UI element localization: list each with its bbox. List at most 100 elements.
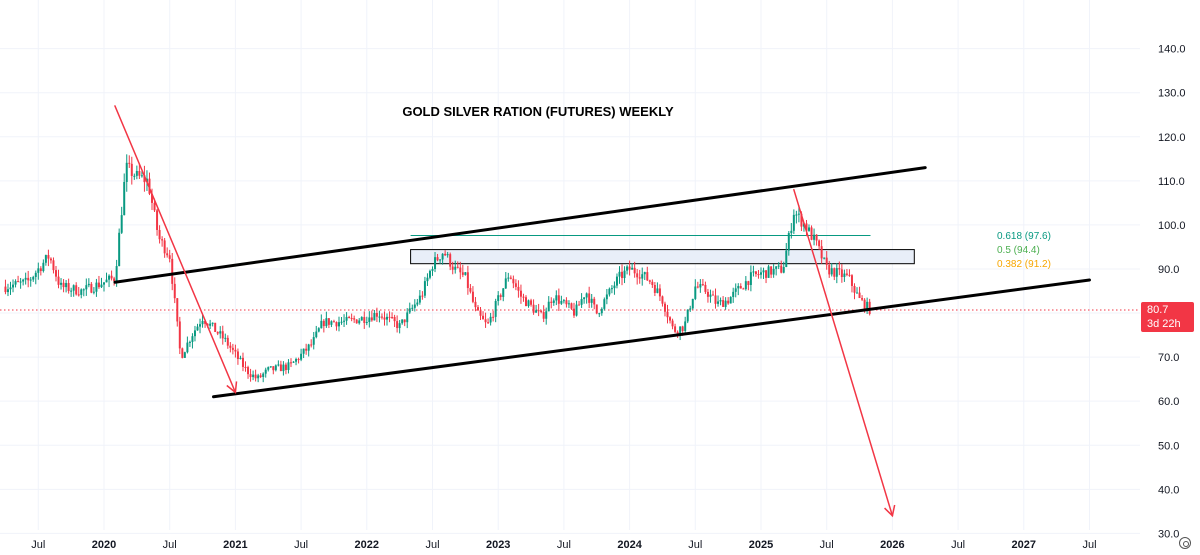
y-tick-label: 50.0	[1158, 440, 1179, 452]
candle-body	[651, 281, 654, 285]
candle-body	[719, 300, 722, 302]
candle-body	[593, 298, 596, 305]
candle-body	[626, 266, 629, 271]
candle-body	[550, 301, 553, 303]
downtrend-2025-line[interactable]	[793, 188, 894, 517]
fib-retracement[interactable]	[410, 234, 915, 265]
candle-body	[631, 267, 634, 270]
candle-body	[133, 175, 136, 177]
candle-body	[24, 277, 27, 280]
x-tick-label: 2024	[617, 539, 642, 551]
x-tick-label: 2023	[486, 539, 510, 551]
candle-body	[37, 268, 40, 273]
trendlines[interactable]	[113, 105, 1091, 518]
candle-body	[338, 322, 341, 327]
y-tick-label: 60.0	[1158, 396, 1179, 408]
candle-body	[279, 364, 282, 372]
candle-body	[476, 307, 479, 311]
candle-body	[782, 266, 785, 273]
candle-body	[49, 258, 52, 261]
candle-body	[694, 286, 697, 299]
candle-body	[269, 366, 272, 368]
candle-body	[497, 295, 500, 301]
candle-body	[600, 308, 603, 314]
candle-body	[681, 326, 684, 331]
candle-body	[792, 214, 795, 231]
candle-body	[274, 365, 277, 371]
candle-body	[57, 276, 60, 285]
x-tick-label: Jul	[294, 539, 308, 551]
candle-body	[823, 257, 826, 259]
candle-body	[833, 268, 836, 277]
candle-body	[44, 255, 47, 263]
candle-body	[378, 316, 381, 318]
candle-body	[368, 317, 371, 323]
candle-body	[264, 369, 267, 374]
channel-lower-line[interactable]	[212, 278, 1091, 399]
candle-body	[722, 300, 725, 307]
candle-body	[297, 359, 300, 361]
candle-body	[75, 285, 78, 295]
candle-body	[754, 271, 757, 275]
candle-body	[658, 288, 661, 297]
candle-body	[229, 345, 232, 348]
candle-body	[343, 320, 346, 322]
candle-body	[840, 269, 843, 277]
candle-body	[312, 337, 315, 345]
candle-body	[522, 296, 525, 298]
candle-body	[411, 307, 414, 309]
candle-body	[9, 287, 12, 290]
candle-body	[790, 230, 793, 234]
candle-body	[416, 302, 419, 305]
candle-body	[47, 255, 50, 259]
candle-body	[113, 278, 116, 282]
candle-body	[588, 293, 591, 303]
candle-body	[618, 271, 621, 277]
candle-body	[54, 270, 57, 277]
candle-body	[353, 318, 356, 320]
y-tick-label: 130.0	[1158, 88, 1186, 100]
candle-body	[226, 337, 229, 346]
candle-body	[383, 317, 386, 320]
x-tick-label: 2026	[880, 539, 904, 551]
x-tick-label: 2027	[1012, 539, 1036, 551]
candle-body	[580, 299, 583, 305]
downtrend-2020-line[interactable]	[114, 105, 237, 394]
fib-zone-box[interactable]	[410, 249, 915, 265]
candle-body	[335, 322, 338, 327]
candle-body	[747, 281, 750, 285]
candle-body	[70, 290, 73, 292]
candle-body	[231, 347, 234, 350]
settings-gear-icon[interactable]	[1179, 537, 1191, 549]
candle-body	[138, 170, 141, 176]
candle-body	[494, 300, 497, 317]
candle-body	[317, 328, 320, 332]
channel-upper-line[interactable]	[113, 166, 927, 284]
candle-body	[598, 313, 601, 315]
fib-level-label: 0.5 (94.4)	[997, 245, 1040, 256]
candle-body	[466, 272, 469, 289]
candle-body	[219, 331, 222, 334]
candle-body	[797, 213, 800, 215]
candle-body	[156, 210, 159, 230]
candle-body	[512, 278, 515, 284]
candle-body	[193, 330, 196, 337]
x-tick-label: 2022	[355, 539, 379, 551]
candle-body	[613, 285, 616, 289]
candle-body	[514, 283, 517, 287]
candle-body	[153, 202, 156, 211]
y-tick-label: 90.0	[1158, 264, 1179, 276]
candle-body	[661, 296, 664, 304]
candle-body	[509, 277, 512, 279]
candle-body	[507, 277, 510, 279]
x-axis[interactable]: Jul 2020 Jul 2021 Jul 2022 Jul 2023 Jul 2024 Jul 20…	[31, 539, 1096, 551]
candle-body	[80, 289, 83, 295]
candle-body	[204, 320, 207, 324]
y-axis[interactable]: 140.0130.0120.0110.0100.090.080.070.060.…	[1158, 44, 1186, 541]
candle-body	[135, 170, 138, 176]
x-tick-label: Jul	[951, 539, 965, 551]
candle-body	[590, 298, 593, 303]
candle-body	[110, 275, 113, 279]
candle-body	[95, 282, 98, 292]
